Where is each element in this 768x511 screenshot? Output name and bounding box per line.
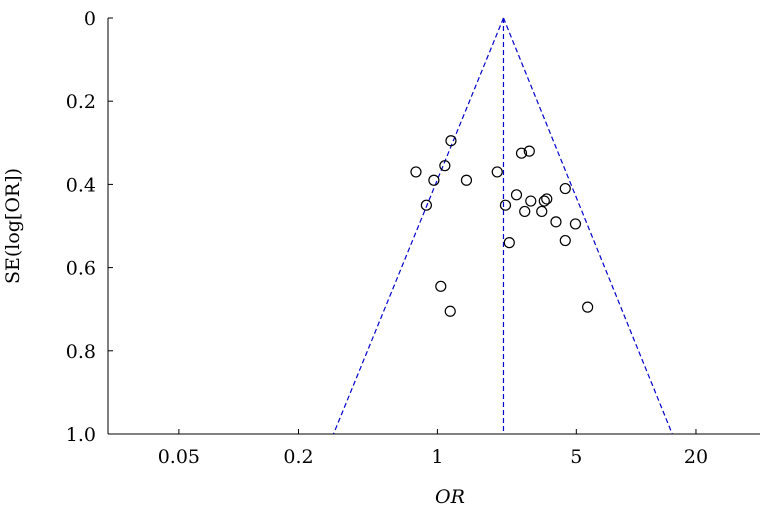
y-tick-label: 1.0 xyxy=(66,424,96,446)
study-point xyxy=(550,216,562,228)
study-point xyxy=(538,195,550,207)
funnel-lines xyxy=(332,17,673,435)
study-point xyxy=(491,166,503,178)
study-point xyxy=(541,193,553,205)
y-tick-label: 0 xyxy=(84,8,96,30)
study-point xyxy=(569,218,582,230)
y-tick-label: 0.4 xyxy=(66,174,96,196)
y-tick-label: 0.6 xyxy=(66,258,96,280)
x-tick-label: 1 xyxy=(431,446,443,468)
study-point xyxy=(445,135,457,147)
x-axis-label: OR xyxy=(435,486,465,508)
study-point xyxy=(536,205,548,218)
y-tick-label: 0.2 xyxy=(66,91,96,113)
y-tick-label: 0.8 xyxy=(66,341,96,363)
study-point xyxy=(559,182,571,195)
data-points xyxy=(410,135,594,317)
study-point xyxy=(559,234,571,247)
study-point xyxy=(523,145,535,157)
study-point xyxy=(503,237,515,249)
y-axis-label: SE(log[OR]) xyxy=(2,168,24,284)
study-point xyxy=(582,301,594,313)
x-tick-label: 20 xyxy=(684,446,708,468)
x-tick-label: 0.2 xyxy=(283,446,313,468)
study-point xyxy=(515,147,528,159)
x-tick-label: 5 xyxy=(570,446,582,468)
study-point xyxy=(525,195,537,207)
study-point xyxy=(499,199,512,211)
study-point xyxy=(410,166,422,178)
study-point xyxy=(519,205,531,218)
study-point xyxy=(460,174,473,186)
upper-limit-line xyxy=(502,17,673,435)
axes: 0 0.2 0.4 0.6 0.8 1.0 0.05 0.2 1 5 20 xyxy=(66,8,760,468)
study-point xyxy=(435,280,447,292)
study-point xyxy=(444,305,456,317)
study-point xyxy=(439,160,451,172)
study-point xyxy=(428,174,440,186)
x-tick-label: 0.05 xyxy=(158,446,200,468)
lower-limit-line xyxy=(332,17,505,435)
study-point xyxy=(510,189,523,201)
study-point xyxy=(420,199,432,211)
